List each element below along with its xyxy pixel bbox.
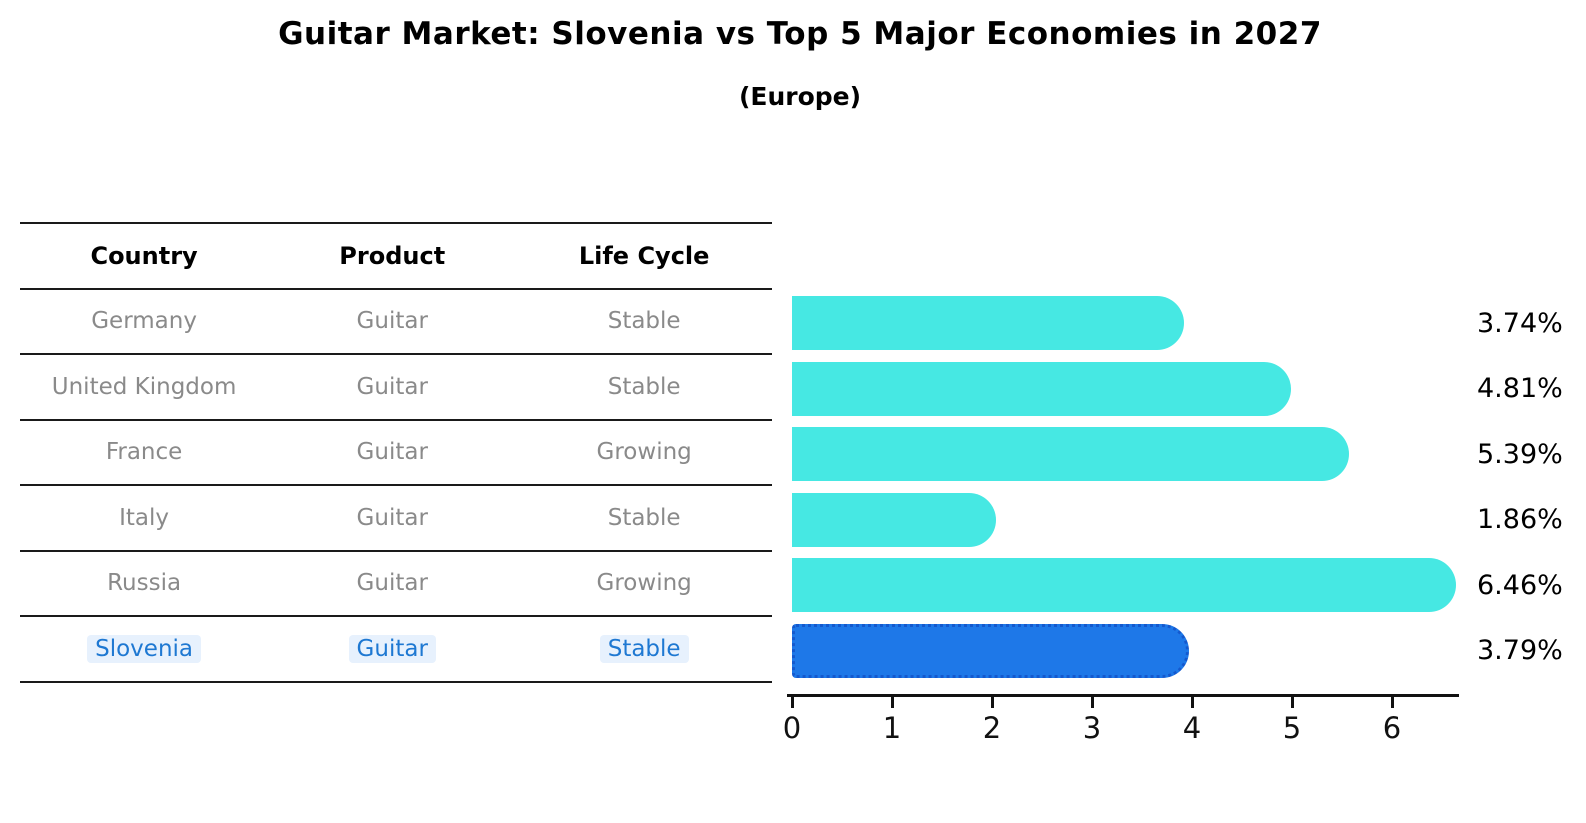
- cell-product: Guitar: [268, 634, 516, 663]
- cell-product: Guitar: [356, 439, 428, 466]
- cell-country: France: [105, 439, 183, 466]
- x-axis-tick: [991, 696, 994, 708]
- cell-product: Guitar: [356, 308, 428, 335]
- x-axis-tick-label: 1: [882, 711, 902, 745]
- bar: [792, 296, 1184, 350]
- value-label: 4.81%: [1477, 373, 1563, 404]
- cell-product: Guitar: [356, 504, 428, 531]
- table-row: Slovenia Guitar Stable: [20, 617, 772, 683]
- cell-life-cycle: Stable: [607, 373, 681, 400]
- cell-life-cycle: Stable: [607, 504, 681, 531]
- bar-highlighted: [792, 623, 1189, 678]
- cell-product: Guitar: [356, 570, 428, 597]
- x-axis-tick: [1191, 696, 1194, 708]
- cell-life-cycle: Growing: [596, 439, 692, 466]
- cell-product: Guitar: [356, 373, 428, 400]
- table-row: Germany Guitar Stable: [20, 290, 772, 355]
- cell-country: Italy: [119, 504, 170, 531]
- bar: [792, 558, 1456, 612]
- value-label: 3.79%: [1477, 635, 1563, 666]
- x-axis-line: [787, 694, 1459, 697]
- x-axis-tick-label: 6: [1382, 711, 1402, 745]
- x-axis-tick: [1391, 696, 1394, 708]
- x-axis-tick: [1091, 696, 1094, 708]
- col-header-life-cycle: Life Cycle: [578, 241, 710, 270]
- value-label: 3.74%: [1477, 307, 1563, 339]
- value-label: 6.46%: [1477, 569, 1563, 601]
- col-header-country: Country: [90, 241, 198, 270]
- x-axis-tick-label: 0: [782, 711, 802, 745]
- x-axis-tick: [1291, 696, 1294, 708]
- cell-life-cycle: Growing: [596, 570, 692, 597]
- table-row: Italy Guitar Stable: [20, 486, 772, 552]
- table-row: United Kingdom Guitar Stable: [20, 355, 772, 421]
- bar: [792, 361, 1291, 416]
- bar: [792, 492, 996, 547]
- table-row: Russia Guitar Growing: [20, 552, 772, 617]
- x-axis-tick-label: 3: [1082, 711, 1102, 745]
- x-axis-tick: [791, 696, 794, 708]
- cell-country: Germany: [91, 308, 197, 335]
- value-label: 1.86%: [1477, 504, 1563, 535]
- x-axis-tick-label: 2: [982, 711, 1002, 745]
- cell-country: Slovenia: [20, 634, 268, 663]
- x-axis-tick: [891, 696, 894, 708]
- chart-subtitle: (Europe): [738, 82, 862, 111]
- value-label: 5.39%: [1477, 438, 1563, 470]
- cell-life-cycle: Stable: [516, 634, 772, 663]
- x-axis-tick-label: 5: [1282, 711, 1302, 745]
- bar: [792, 427, 1349, 481]
- cell-country: United Kingdom: [51, 373, 237, 400]
- cell-life-cycle: Stable: [607, 308, 681, 335]
- country-table: Country Product Life Cycle Germany Guita…: [20, 222, 772, 683]
- x-axis-tick-label: 4: [1182, 711, 1202, 745]
- col-header-product: Product: [339, 241, 446, 270]
- table-row: France Guitar Growing: [20, 421, 772, 486]
- table-header-row: Country Product Life Cycle: [20, 224, 772, 290]
- cell-country: Russia: [107, 570, 182, 597]
- chart-title: Guitar Market: Slovenia vs Top 5 Major E…: [278, 16, 1322, 52]
